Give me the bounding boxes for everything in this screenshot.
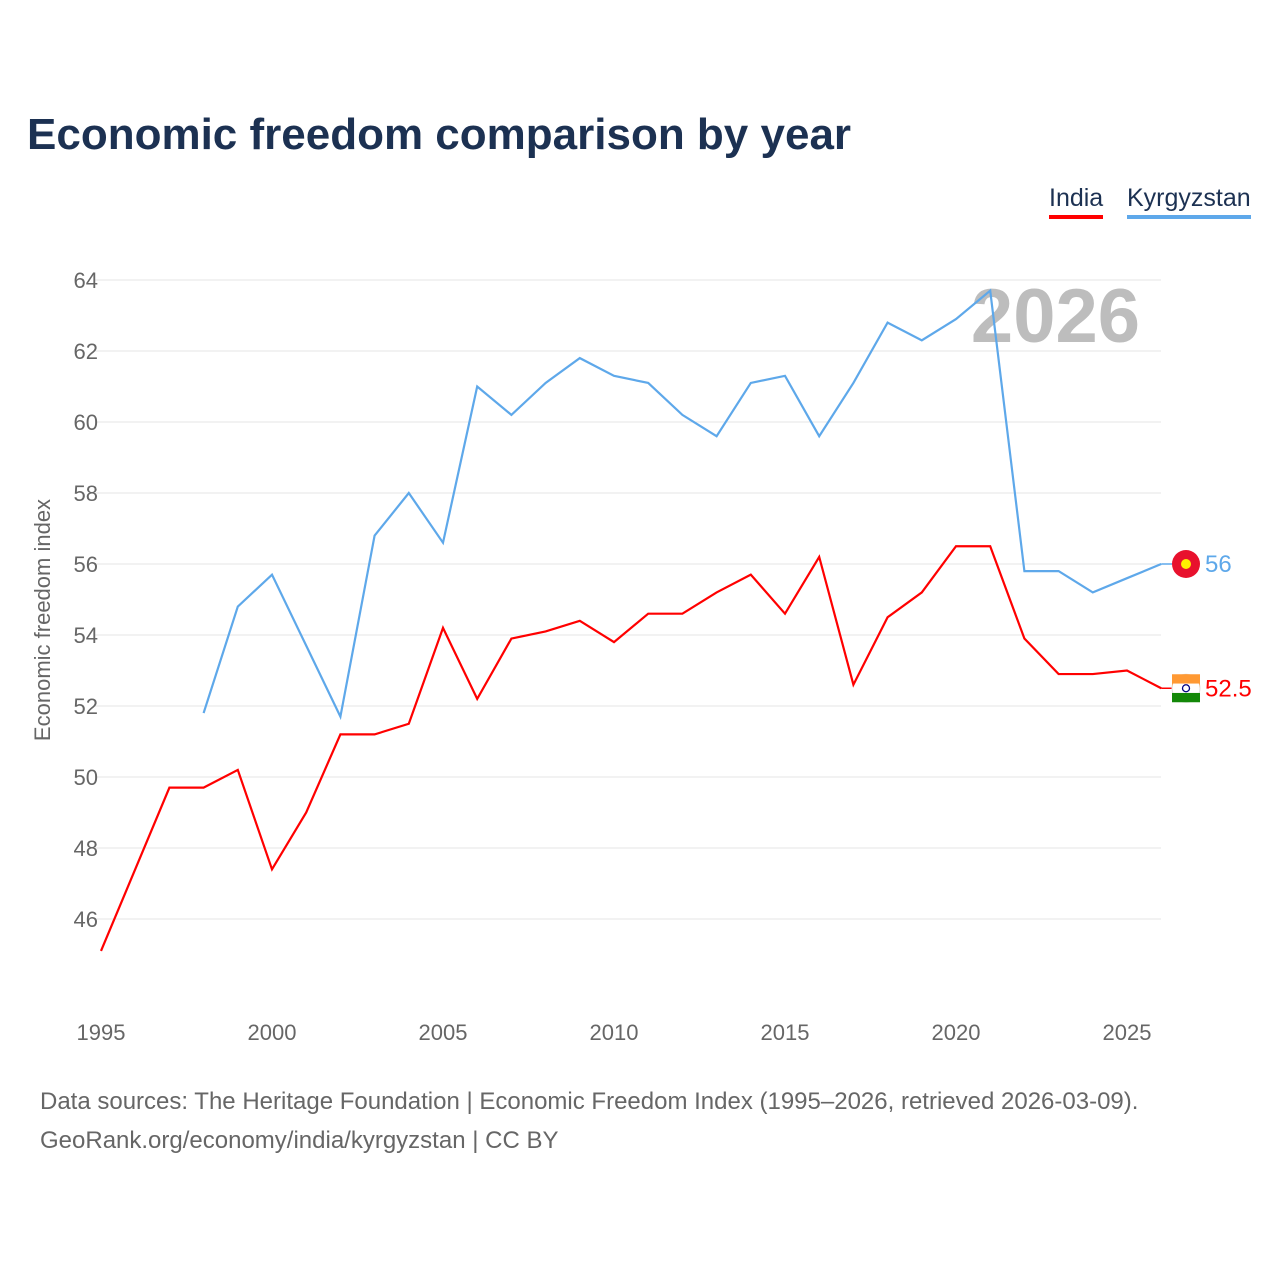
x-tick-label: 2000 xyxy=(248,1020,297,1045)
y-tick-label: 50 xyxy=(74,765,98,790)
flag-green-band xyxy=(1172,692,1200,703)
y-tick-label: 46 xyxy=(74,907,98,932)
legend-item-india[interactable]: India xyxy=(1049,184,1104,219)
year-watermark: 2026 xyxy=(971,274,1140,359)
legend-item-kyrgyzstan[interactable]: Kyrgyzstan xyxy=(1127,184,1251,219)
x-tick-label: 2010 xyxy=(590,1020,639,1045)
x-tick-label: 2005 xyxy=(419,1020,468,1045)
chart-title: Economic freedom comparison by year xyxy=(27,110,852,159)
end-value-label: 52.5 xyxy=(1205,675,1252,702)
x-tick-label: 1995 xyxy=(77,1020,126,1045)
y-axis-label: Economic freedom index xyxy=(30,499,55,741)
y-tick-label: 48 xyxy=(74,836,98,861)
x-tick-label: 2020 xyxy=(932,1020,981,1045)
flag-saffron-band xyxy=(1172,674,1200,684)
y-tick-label: 54 xyxy=(74,623,98,648)
flag-sun xyxy=(1181,559,1191,569)
y-tick-label: 64 xyxy=(74,268,98,293)
x-tick-label: 2015 xyxy=(761,1020,810,1045)
y-tick-label: 62 xyxy=(74,339,98,364)
data-sources-note: Data sources: The Heritage Foundation | … xyxy=(40,1088,1139,1115)
y-tick-label: 52 xyxy=(74,694,98,719)
source-link[interactable]: GeoRank.org/economy/india/kyrgyzstan | C… xyxy=(40,1127,559,1154)
end-value-label: 56 xyxy=(1205,551,1232,578)
x-tick-label: 2025 xyxy=(1103,1020,1152,1045)
flag-chakra xyxy=(1181,684,1191,693)
y-tick-label: 60 xyxy=(74,410,98,435)
series-line-india xyxy=(99,545,1162,952)
y-tick-label: 58 xyxy=(74,481,98,506)
series-line-kyrgyzstan xyxy=(202,288,1162,721)
y-tick-label: 56 xyxy=(74,552,98,577)
